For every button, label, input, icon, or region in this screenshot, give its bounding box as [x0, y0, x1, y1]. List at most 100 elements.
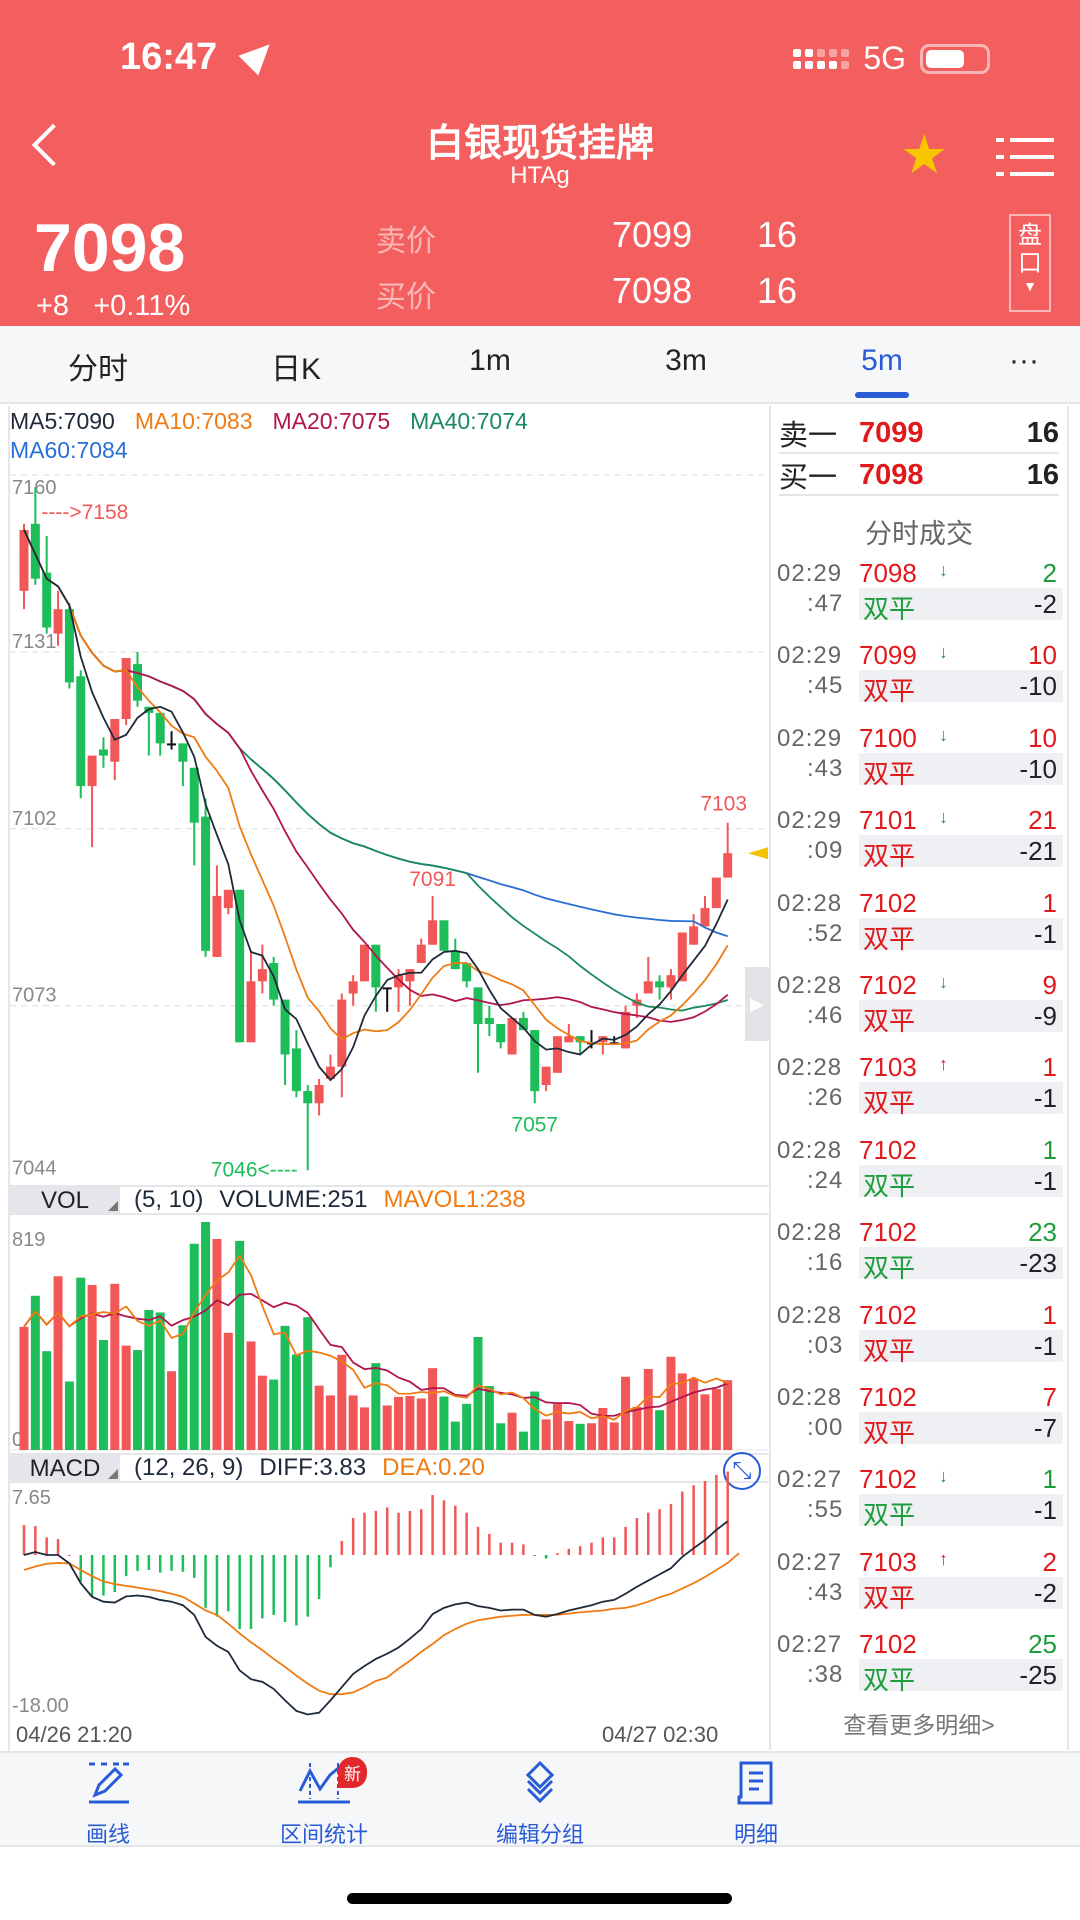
candle-body	[19, 529, 29, 591]
row-bg	[859, 1247, 1063, 1280]
volume-bar	[598, 1407, 608, 1450]
candle-body	[711, 877, 721, 909]
volume-bar	[87, 1284, 97, 1450]
trade-price: 7102	[859, 1382, 917, 1412]
ask-volume: 16	[757, 214, 798, 255]
trade-net: -2	[1033, 1577, 1057, 1608]
panel-collapse-handle[interactable]: ▶	[745, 967, 769, 1041]
expand-icon[interactable]: ⤡	[723, 1452, 761, 1490]
volume-bar	[530, 1391, 540, 1450]
candle-body	[428, 920, 438, 945]
vol-tick-label: 819	[12, 1229, 45, 1251]
toolbar-item-draw-line[interactable]: 画线	[38, 1761, 178, 1849]
trade-volume: 21	[1028, 805, 1057, 836]
trade-time: 02:29	[777, 642, 843, 670]
candle-body	[496, 1024, 506, 1043]
buy-one-row: 买一 7098 16	[779, 456, 1059, 496]
volume-bar	[314, 1385, 324, 1450]
new-badge: 新	[338, 1757, 367, 1788]
trade-seconds: :43	[807, 754, 844, 782]
low-annotation: 7046<----	[211, 1158, 298, 1181]
trade-price: 7098	[859, 558, 917, 588]
vol-indicator-selector[interactable]: VOL	[10, 1187, 120, 1214]
pankou-toggle-button[interactable]: 盘口 ▼	[1009, 214, 1051, 312]
candle-body	[575, 1036, 585, 1043]
volume-bar	[518, 1431, 528, 1450]
candle-body	[484, 1017, 494, 1024]
volume-bar	[428, 1368, 438, 1450]
favorite-star-icon[interactable]: ★	[900, 125, 949, 185]
toolbar-item-detail-list[interactable]: 明细	[686, 1761, 826, 1849]
trade-kind: 双平	[863, 1253, 916, 1284]
volume-bar	[280, 1325, 290, 1450]
tab-分时[interactable]: 分时	[68, 353, 128, 386]
arrow-down-icon: ↓	[939, 642, 948, 663]
diff-line	[23, 1520, 729, 1716]
candle-body	[30, 523, 40, 579]
volume-bar	[484, 1385, 494, 1450]
symbol-code: HTAg	[510, 162, 570, 189]
kline-chart[interactable]: 7160 7131 7102 7073 7044 ---->7158 7046<---- 70…	[0, 0, 770, 1750]
toolbar-item-layers[interactable]: 编辑分组	[470, 1761, 610, 1849]
detail-list-icon	[686, 1761, 826, 1805]
volume-bar	[666, 1356, 676, 1450]
tab-1m[interactable]: 1m	[469, 344, 511, 377]
trade-volume: 2	[1042, 1546, 1057, 1577]
row-bg	[859, 670, 1063, 703]
tab-more[interactable]: ···	[1009, 344, 1039, 377]
macd-tick-label: 7.65	[12, 1487, 51, 1509]
trade-price: 7102	[859, 1629, 917, 1660]
candle-body	[700, 908, 710, 927]
view-more-link[interactable]: 查看更多明细>	[843, 1712, 995, 1738]
chart-border	[8, 406, 770, 1751]
volume-bar	[19, 1326, 29, 1450]
volume-bar	[348, 1395, 358, 1450]
menu-icon[interactable]	[1004, 138, 1054, 189]
tab-日K[interactable]: 日K	[270, 353, 322, 386]
tab-5m[interactable]: 5m	[861, 344, 903, 377]
volume-bar	[689, 1378, 699, 1450]
trade-volume: 10	[1028, 640, 1057, 671]
trade-price: 7100	[859, 722, 917, 753]
arrow-down-icon: ↓	[939, 724, 948, 745]
mavol5-line	[23, 1253, 729, 1421]
tab-3m[interactable]: 3m	[665, 344, 707, 377]
signal-icon	[793, 48, 850, 69]
trade-net: -1	[1033, 1083, 1057, 1114]
trade-seconds: :55	[807, 1496, 844, 1524]
candle-body	[76, 676, 86, 787]
candle-body	[394, 975, 404, 988]
trade-price: 7099	[859, 640, 917, 671]
diff-value: DIFF:3.83	[259, 1454, 367, 1481]
buy-one-price: 7098	[859, 458, 924, 491]
y-tick-label: 7073	[12, 985, 57, 1007]
trade-net: -1	[1033, 918, 1057, 949]
candle-body	[201, 816, 211, 951]
trade-volume: 23	[1028, 1217, 1057, 1248]
toolbar-label: 编辑分组	[495, 1822, 584, 1847]
macd-indicator-selector[interactable]: MACD	[10, 1455, 120, 1482]
candle-body	[53, 609, 63, 634]
mavol-value: MAVOL1:238	[383, 1186, 526, 1213]
row-bg	[859, 1576, 1063, 1609]
trade-time: 02:28	[777, 889, 843, 917]
volume-bar	[360, 1407, 369, 1450]
trade-kind: 双平	[863, 676, 916, 707]
trade-seconds: :24	[807, 1166, 844, 1194]
arrow-down-icon: ↓	[939, 560, 948, 580]
toolbar-item-range-stats[interactable]: 区间统计 新	[254, 1757, 394, 1849]
ma60-line	[250, 758, 728, 938]
sell-one-label: 卖一	[779, 420, 838, 452]
candle-body	[325, 1066, 335, 1079]
volume-bar	[382, 1405, 392, 1450]
candle-body	[121, 658, 131, 719]
trade-volume: 9	[1042, 970, 1057, 1000]
candle-body	[382, 987, 392, 990]
trade-seconds: :09	[807, 837, 844, 865]
trade-time: 02:27	[777, 1631, 843, 1659]
trade-seconds: :52	[807, 919, 844, 947]
row-bg	[859, 835, 1063, 868]
volume-bar	[53, 1276, 63, 1450]
ma20-line	[23, 529, 729, 1023]
candle-body	[280, 999, 290, 1055]
